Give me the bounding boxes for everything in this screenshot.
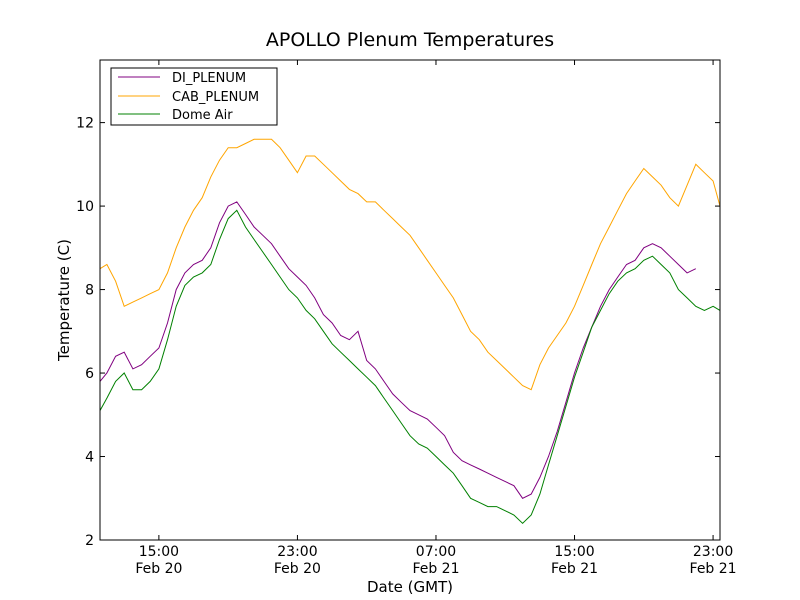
y-tick-label: 8 bbox=[85, 283, 94, 299]
x-tick-label-date: Feb 21 bbox=[551, 561, 598, 577]
y-axis-title: Temperature (C) bbox=[55, 239, 73, 362]
x-tick-label-time: 15:00 bbox=[554, 544, 594, 560]
x-tick-label-time: 15:00 bbox=[139, 544, 179, 560]
legend: DI_PLENUM CAB_PLENUM Dome Air bbox=[110, 67, 278, 126]
series-line-cab-plenum bbox=[99, 138, 721, 391]
plot-series bbox=[99, 138, 721, 524]
y-axis-ticks: 2 4 6 8 10 12 bbox=[76, 116, 720, 549]
y-tick-label: 6 bbox=[85, 366, 94, 382]
x-tick-label-time: 23:00 bbox=[693, 544, 733, 560]
series-line-dome-air bbox=[99, 209, 721, 524]
x-tick-label-date: Feb 20 bbox=[135, 561, 182, 577]
x-tick-label-date: Feb 20 bbox=[274, 561, 321, 577]
chart-title: APOLLO Plenum Temperatures bbox=[266, 29, 554, 51]
x-axis-title: Date (GMT) bbox=[367, 578, 453, 596]
x-tick-label-date: Feb 21 bbox=[690, 561, 737, 577]
series-line-di-plenum bbox=[99, 201, 697, 499]
plot-frame bbox=[99, 59, 721, 541]
y-tick-label: 4 bbox=[85, 450, 94, 466]
y-tick-label: 10 bbox=[76, 199, 94, 215]
x-tick-label-time: 23:00 bbox=[277, 544, 317, 560]
x-tick-label-date: Feb 21 bbox=[412, 561, 459, 577]
x-tick-label-time: 07:00 bbox=[416, 544, 456, 560]
legend-label-cab-plenum: CAB_PLENUM bbox=[172, 90, 259, 105]
legend-label-di-plenum: DI_PLENUM bbox=[172, 71, 246, 86]
legend-label-dome-air: Dome Air bbox=[172, 108, 233, 123]
y-tick-label: 12 bbox=[76, 116, 94, 132]
y-tick-label: 2 bbox=[85, 533, 94, 549]
